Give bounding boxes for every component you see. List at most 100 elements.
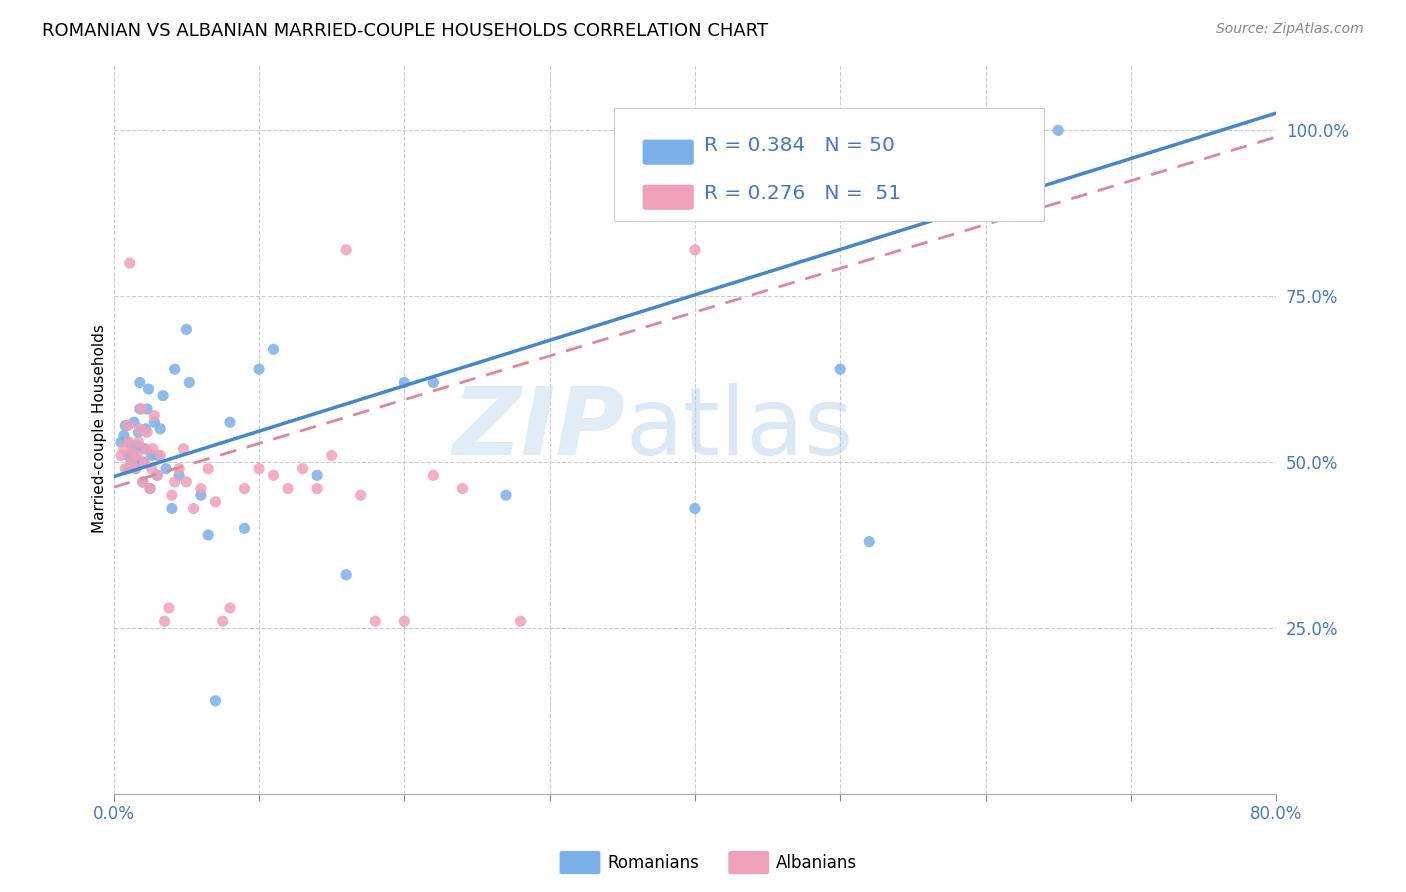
Point [136,401,159,416]
Point [149,422,172,436]
Point [120,455,142,469]
Point [134,455,156,469]
Point [139,482,162,496]
Point [830,362,852,376]
Point [131,401,153,416]
Point [179,376,201,390]
Point [142,442,165,456]
Point [117,435,139,450]
Point [125,449,148,463]
Point [160,501,183,516]
Point [247,461,270,475]
Point [197,461,219,475]
Point [127,435,149,450]
Point [160,488,183,502]
Point [132,455,155,469]
Point [335,243,357,257]
Point [117,449,139,463]
Point [190,488,212,502]
Point [112,428,135,442]
Point [197,528,219,542]
Point [183,501,205,516]
Point [307,482,329,496]
Point [146,449,169,463]
Point [120,455,142,469]
Point [124,461,146,475]
Point [335,567,357,582]
Point [146,468,169,483]
Text: R = 0.276   N =  51: R = 0.276 N = 51 [704,184,901,202]
Point [176,322,198,336]
Point [139,482,162,496]
Point [157,601,180,615]
Point [233,521,256,535]
Point [132,475,155,489]
Point [128,401,150,416]
Y-axis label: Married-couple Households: Married-couple Households [93,325,107,533]
Point [122,415,145,429]
Point [422,468,444,483]
Text: ROMANIAN VS ALBANIAN MARRIED-COUPLE HOUSEHOLDS CORRELATION CHART: ROMANIAN VS ALBANIAN MARRIED-COUPLE HOUS… [42,22,768,40]
Point [141,449,163,463]
Text: atlas: atlas [626,383,853,475]
Point [263,468,285,483]
Point [110,449,132,463]
Point [155,461,177,475]
Point [121,445,143,459]
Point [364,614,387,628]
Point [277,482,299,496]
Point [394,376,416,390]
Point [176,475,198,489]
Point [132,475,155,489]
Point [163,362,186,376]
Point [219,415,242,429]
Point [495,488,517,502]
Point [118,256,141,270]
Text: Romanians: Romanians [607,854,699,871]
Point [141,461,163,475]
Point [138,382,160,396]
Point [128,422,150,436]
Point [134,442,156,456]
Point [128,376,150,390]
Point [135,422,157,436]
FancyBboxPatch shape [613,108,1043,221]
Text: Source: ZipAtlas.com: Source: ZipAtlas.com [1216,22,1364,37]
Point [509,614,531,628]
Point [146,468,169,483]
Point [211,614,233,628]
Point [121,445,143,459]
Point [683,501,706,516]
Point [683,243,706,257]
Point [233,482,256,496]
Point [114,418,136,433]
Point [114,461,136,475]
Point [117,461,139,475]
Text: ZIP: ZIP [453,383,626,475]
Point [136,425,159,440]
Point [143,409,166,423]
Point [110,435,132,450]
Point [394,614,416,628]
FancyBboxPatch shape [643,185,693,210]
Point [291,461,314,475]
Point [167,468,190,483]
Point [112,442,135,456]
Point [152,389,174,403]
Point [422,376,444,390]
Point [172,442,194,456]
Point [307,468,329,483]
Point [350,488,373,502]
Point [321,449,343,463]
FancyBboxPatch shape [643,139,693,165]
Point [124,461,146,475]
Point [153,614,176,628]
Point [263,343,285,357]
Point [1047,123,1070,137]
Text: Albanians: Albanians [776,854,858,871]
Point [247,362,270,376]
Text: R = 0.384   N = 50: R = 0.384 N = 50 [704,136,896,155]
Point [117,418,139,433]
Point [127,425,149,440]
Point [117,435,139,450]
